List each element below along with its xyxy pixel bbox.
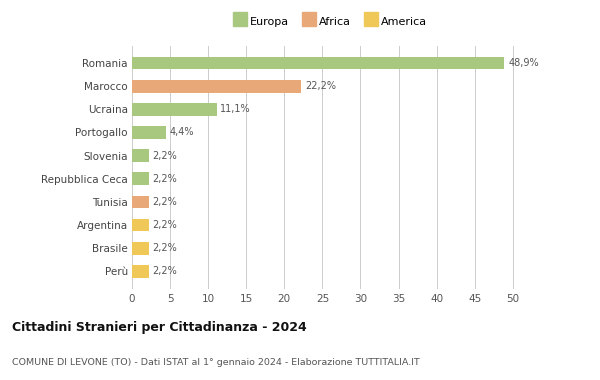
Bar xyxy=(132,126,166,139)
Text: Cittadini Stranieri per Cittadinanza - 2024: Cittadini Stranieri per Cittadinanza - 2… xyxy=(12,321,307,334)
Bar xyxy=(132,149,149,162)
Text: COMUNE DI LEVONE (TO) - Dati ISTAT al 1° gennaio 2024 - Elaborazione TUTTITALIA.: COMUNE DI LEVONE (TO) - Dati ISTAT al 1°… xyxy=(12,358,420,367)
Text: 2,2%: 2,2% xyxy=(152,243,178,253)
Bar xyxy=(132,265,149,278)
Text: 2,2%: 2,2% xyxy=(152,174,178,184)
Bar xyxy=(132,80,301,93)
Legend: Europa, Africa, America: Europa, Africa, America xyxy=(231,15,429,30)
Text: 2,2%: 2,2% xyxy=(152,220,178,230)
Text: 4,4%: 4,4% xyxy=(169,127,194,138)
Bar xyxy=(132,196,149,208)
Text: 2,2%: 2,2% xyxy=(152,266,178,276)
Text: 22,2%: 22,2% xyxy=(305,81,336,91)
Text: 11,1%: 11,1% xyxy=(220,105,251,114)
Bar xyxy=(132,57,505,70)
Bar xyxy=(132,242,149,255)
Bar xyxy=(132,173,149,185)
Bar xyxy=(132,103,217,116)
Text: 2,2%: 2,2% xyxy=(152,150,178,161)
Bar xyxy=(132,219,149,231)
Text: 2,2%: 2,2% xyxy=(152,197,178,207)
Text: 48,9%: 48,9% xyxy=(508,58,539,68)
